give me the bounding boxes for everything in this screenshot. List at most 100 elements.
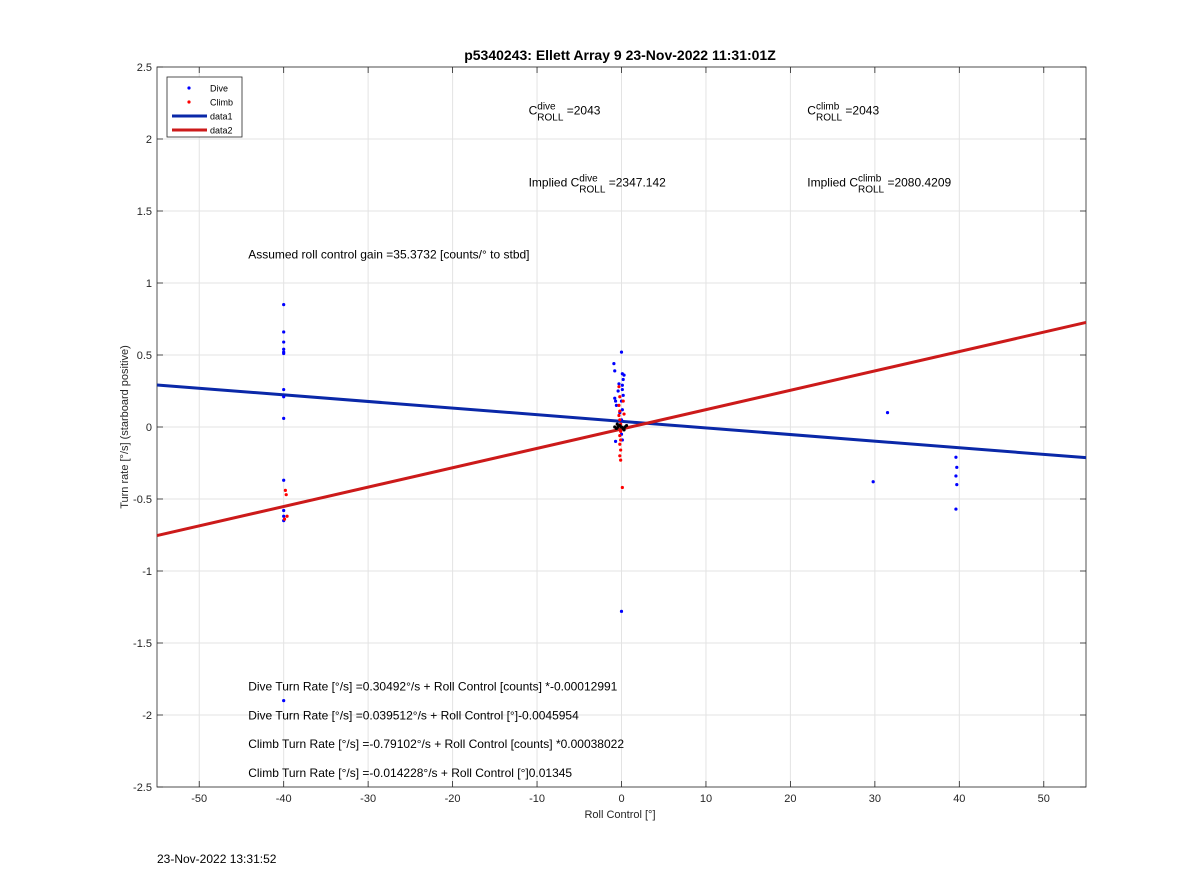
- data-point-dive: [282, 478, 286, 482]
- data-point-dive: [613, 439, 618, 443]
- data-point-dive: [282, 387, 286, 392]
- annotation-eq1: Dive Turn Rate [°/s] =0.30492°/s + Roll …: [248, 680, 617, 694]
- data-point-climb: [619, 429, 623, 433]
- data-point-climb: [618, 442, 622, 446]
- data-point-dive: [955, 465, 959, 469]
- data-point-climb: [620, 485, 624, 490]
- data-point-dive: [616, 389, 620, 393]
- legend-label: data1: [210, 112, 233, 122]
- y-axis-label: Turn rate [°/s] (starboard positive): [119, 345, 131, 509]
- data-point-cluster: [615, 422, 619, 426]
- y-tick-label: 1.5: [137, 206, 152, 218]
- data-point-dive: [620, 408, 624, 412]
- data-points: [282, 303, 959, 703]
- y-tick-label: -1: [142, 566, 152, 578]
- data-point-dive: [617, 382, 621, 386]
- data-point-climb: [285, 514, 289, 518]
- data-point-dive: [282, 699, 286, 703]
- data-point-climb: [621, 399, 625, 403]
- data-point-climb: [619, 448, 623, 452]
- data-point-climb: [282, 517, 287, 521]
- legend-label: Dive: [210, 84, 228, 94]
- data-point-dive: [282, 508, 286, 513]
- annotations: Cdive ROLL =2043 Cclimb ROLL =2043 Implied C…: [248, 102, 951, 780]
- annotation-eq3: Climb Turn Rate [°/s] =-0.79102°/s + Rol…: [248, 737, 624, 751]
- data-point-dive: [621, 393, 625, 397]
- x-tick-label: 20: [784, 793, 796, 805]
- data-point-climb: [283, 488, 287, 492]
- data-point-climb: [618, 395, 622, 399]
- data-point-climb: [618, 454, 622, 458]
- y-tick-label: -2.5: [133, 782, 152, 794]
- annotation-eq4: Climb Turn Rate [°/s] =-0.014228°/s + Ro…: [248, 766, 572, 780]
- x-tick-label: 30: [869, 793, 881, 805]
- data-point-dive: [871, 480, 875, 484]
- data-point-climb: [619, 458, 623, 462]
- x-tick-label: 40: [953, 793, 965, 805]
- data-point-dive: [282, 330, 286, 334]
- x-tick-label: 50: [1038, 793, 1050, 805]
- x-tick-label: -10: [529, 793, 545, 805]
- x-tick-label: -40: [276, 793, 292, 805]
- data-point-dive: [954, 455, 958, 459]
- legend: Dive Climb data1 data2: [166, 76, 243, 138]
- y-tick-label: 0.5: [137, 350, 152, 362]
- x-tick-label: -50: [191, 793, 207, 805]
- data-point-dive: [282, 340, 286, 344]
- data-point-dive: [619, 609, 624, 613]
- annotation-cdive: Cdive ROLL =2043: [529, 102, 601, 124]
- data-point-climb: [618, 418, 622, 422]
- y-tick-label: -1.5: [133, 638, 152, 650]
- data-point-dive: [885, 411, 890, 415]
- data-point-climb: [618, 409, 622, 413]
- data-point-dive: [954, 474, 958, 478]
- data-point-climb: [617, 403, 621, 407]
- data-point-cluster: [624, 423, 629, 428]
- data-point-dive: [613, 369, 617, 373]
- legend-label: Climb: [210, 98, 233, 108]
- footer-timestamp: 23-Nov-2022 13:31:52: [157, 852, 277, 866]
- data-point-dive: [282, 416, 286, 420]
- data-point-climb: [622, 412, 626, 416]
- annotation-idive: Implied Cdive ROLL =2347.142: [529, 174, 667, 196]
- legend-marker-dive: [187, 86, 191, 90]
- x-tick-label: 0: [618, 793, 624, 805]
- x-tick-label: -20: [445, 793, 461, 805]
- x-tick-label: 10: [700, 793, 712, 805]
- y-tick-label: 2.5: [137, 62, 152, 74]
- data-point-cluster: [622, 428, 626, 432]
- x-tick-label: -30: [360, 793, 376, 805]
- data-point-dive: [622, 373, 626, 377]
- data-point-dive: [620, 383, 624, 387]
- y-tick-label: -0.5: [133, 494, 152, 506]
- y-tick-label: -2: [142, 710, 152, 722]
- data-point-dive: [619, 350, 624, 354]
- data-point-dive: [621, 377, 625, 382]
- y-ticks: -2.5 -2 -1.5 -1 -0.5 0 0.5 1 1.5 2 2.5: [133, 62, 1086, 794]
- data-point-dive: [282, 395, 286, 399]
- data-point-dive: [954, 507, 958, 511]
- data-point-climb: [619, 438, 623, 442]
- data-point-dive: [613, 396, 617, 400]
- annotation-gain: Assumed roll control gain =35.3732 [coun…: [248, 248, 529, 262]
- annotation-cclimb: Cclimb ROLL =2043: [807, 102, 879, 124]
- data-point-dive: [282, 514, 286, 518]
- legend-label: data2: [210, 126, 233, 136]
- y-tick-label: 0: [146, 422, 152, 434]
- annotation-eq2: Dive Turn Rate [°/s] =0.039512°/s + Roll…: [248, 708, 579, 722]
- data-point-dive: [613, 399, 618, 403]
- data-point-dive: [614, 403, 619, 407]
- x-ticks: -50 -40 -30 -20 -10 0 10 20 30 40 50: [191, 67, 1050, 805]
- data-point-dive: [612, 362, 616, 366]
- data-point-climb: [618, 434, 622, 438]
- data-point-dive: [282, 303, 286, 307]
- fit-line-data2: [156, 320, 1087, 538]
- annotation-iclimb: Implied Cclimb ROLL =2080.4209: [807, 174, 951, 196]
- y-tick-label: 1: [146, 278, 152, 290]
- legend-marker-climb: [187, 100, 191, 104]
- y-tick-label: 2: [146, 134, 152, 146]
- data-point-climb: [284, 493, 288, 497]
- data-point-climb: [617, 413, 621, 418]
- legend-box: [166, 76, 243, 138]
